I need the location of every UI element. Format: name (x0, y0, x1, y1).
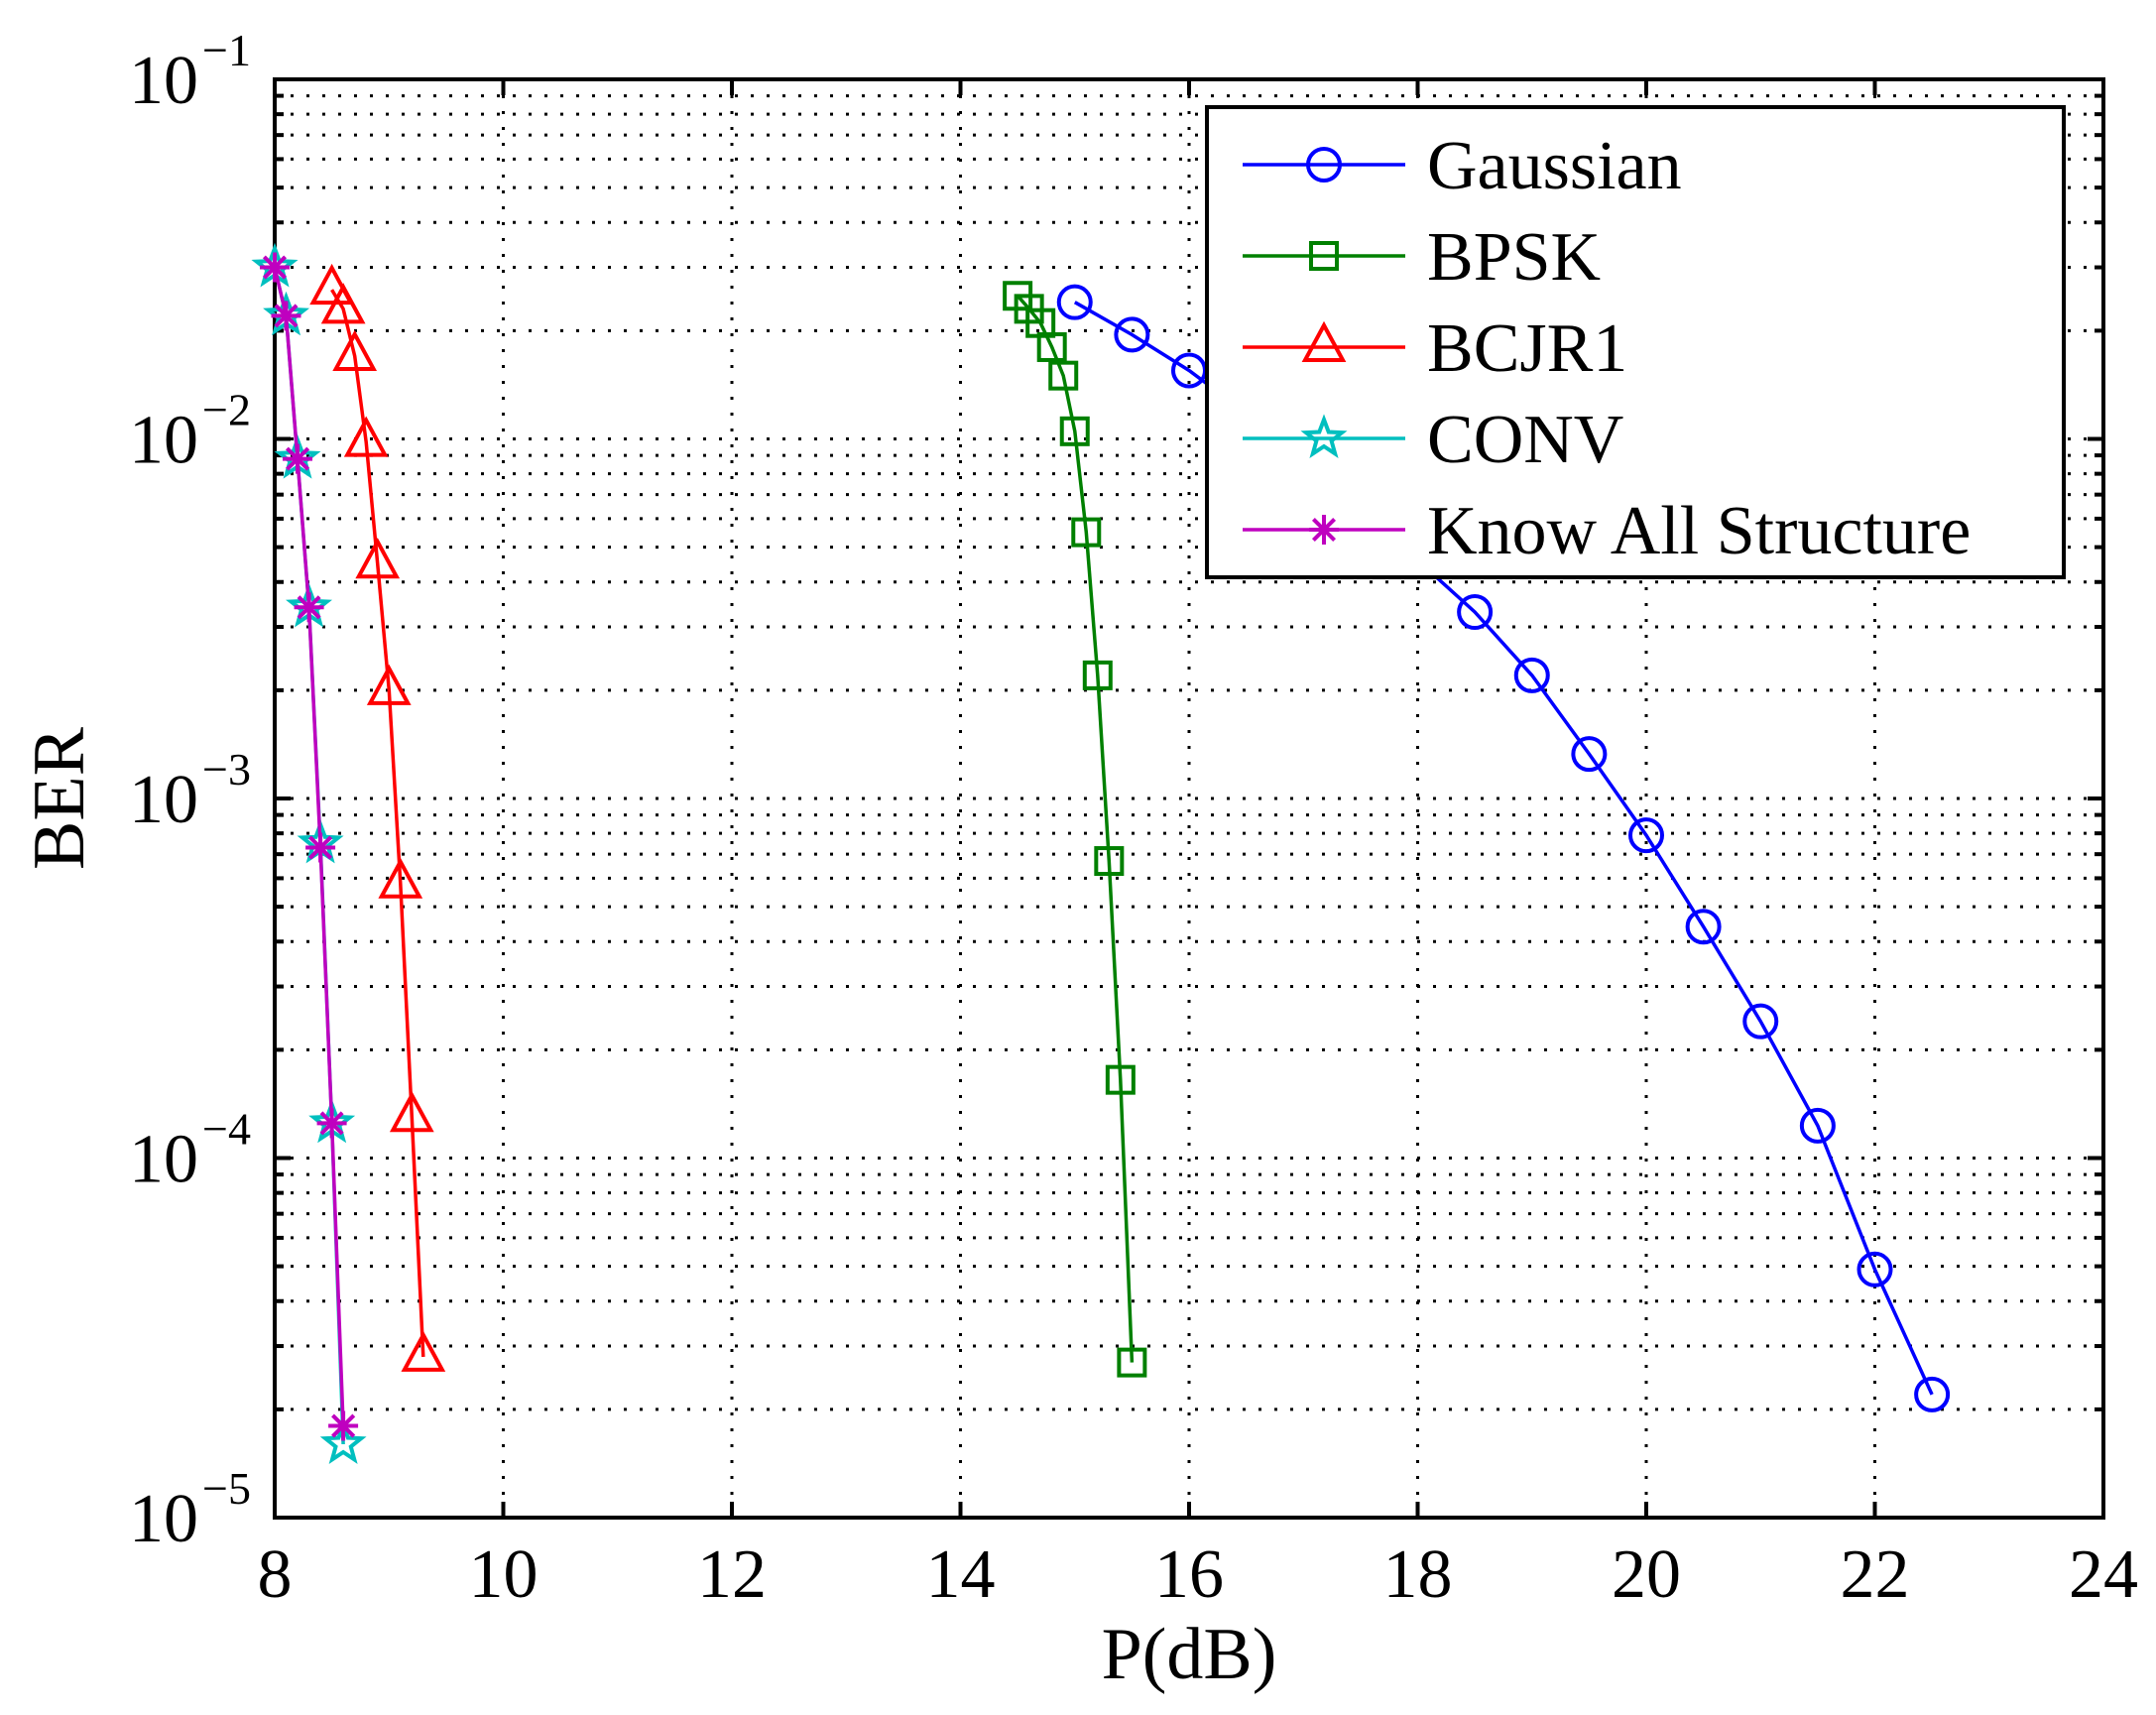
data-point (343, 416, 389, 457)
series-layer (251, 242, 1951, 1465)
data-point (1914, 1376, 1951, 1412)
data-point (271, 301, 301, 331)
legend-item-bpsk: BPSK (1243, 219, 1601, 296)
legend-label: Gaussian (1427, 128, 1682, 204)
data-point (389, 1091, 434, 1133)
data-point (1685, 909, 1722, 945)
legend-item-bcjr1: BCJR1 (1243, 310, 1627, 387)
data-point (1857, 1251, 1893, 1287)
data-point (260, 252, 290, 283)
x-tick-label: 24 (2069, 1536, 2138, 1613)
data-point (316, 1108, 347, 1139)
y-tick-label: 10−5 (129, 1463, 251, 1557)
data-point (1300, 414, 1348, 459)
data-point (378, 857, 423, 899)
data-point (1114, 316, 1150, 353)
x-tick-label: 16 (1154, 1536, 1224, 1613)
data-point (366, 664, 412, 705)
data-point (1571, 736, 1608, 773)
legend-label: BPSK (1427, 219, 1601, 296)
data-point (1059, 416, 1090, 446)
y-axis-label: BER (19, 726, 100, 870)
data-point (1306, 147, 1342, 183)
y-tick-label: 10−3 (129, 744, 251, 838)
x-tick-label: 10 (469, 1536, 539, 1613)
x-axis-label: P(dB) (1102, 1614, 1277, 1695)
series-line-bpsk (1016, 295, 1135, 1363)
data-point (1301, 320, 1347, 362)
legend-label: BCJR1 (1427, 310, 1627, 387)
data-point (1036, 331, 1067, 362)
legend-item-know-all-structure: Know All Structure (1243, 493, 1971, 569)
data-point (1105, 1064, 1136, 1095)
data-point (1117, 1347, 1147, 1378)
data-point (1071, 517, 1102, 548)
legend-label: CONV (1427, 402, 1623, 478)
data-point (294, 592, 324, 623)
data-point (355, 538, 401, 579)
series-know-all-structure (260, 252, 359, 1441)
data-point (328, 1410, 359, 1441)
data-point (1742, 1003, 1779, 1040)
data-point (283, 443, 312, 474)
data-point (1309, 515, 1339, 545)
legend-item-conv: CONV (1243, 402, 1623, 478)
data-point (309, 263, 354, 306)
data-point (1048, 360, 1079, 391)
x-tick-label: 8 (258, 1536, 293, 1613)
y-tick-label: 10−2 (129, 385, 251, 479)
x-tick-label: 22 (1841, 1536, 1910, 1613)
x-tick-label: 20 (1612, 1536, 1681, 1613)
x-tick-label: 12 (697, 1536, 767, 1613)
data-point (1309, 241, 1339, 271)
data-point (319, 1419, 367, 1465)
data-point (1094, 846, 1125, 877)
axis-ticks: 8 10 12 14 16 18 20 22 24 10−5 10−4 10−3 10−2 10−1 (129, 25, 2138, 1613)
data-point (332, 329, 378, 371)
data-point (1513, 657, 1550, 693)
data-point (320, 283, 366, 324)
legend-item-gaussian: Gaussian (1243, 128, 1682, 204)
legend-box (1205, 105, 2066, 579)
y-tick-label: 10−4 (129, 1104, 251, 1198)
data-point (305, 832, 336, 863)
legend: Gaussian BPSK BCJR1 CONV Know All Structure (1205, 105, 2066, 579)
legend-label: Know All Structure (1427, 493, 1971, 569)
x-tick-label: 14 (926, 1536, 996, 1613)
data-point (1799, 1107, 1836, 1144)
data-point (1628, 817, 1664, 854)
data-point (1082, 660, 1113, 690)
data-point (401, 1330, 446, 1372)
series-bpsk (1003, 281, 1147, 1378)
x-tick-label: 18 (1383, 1536, 1453, 1613)
data-point (1056, 284, 1093, 320)
series-line-bcjr1 (330, 289, 425, 1357)
series-bcjr1 (309, 263, 446, 1372)
data-point (1457, 594, 1494, 631)
y-tick-label: 10−1 (129, 25, 251, 119)
